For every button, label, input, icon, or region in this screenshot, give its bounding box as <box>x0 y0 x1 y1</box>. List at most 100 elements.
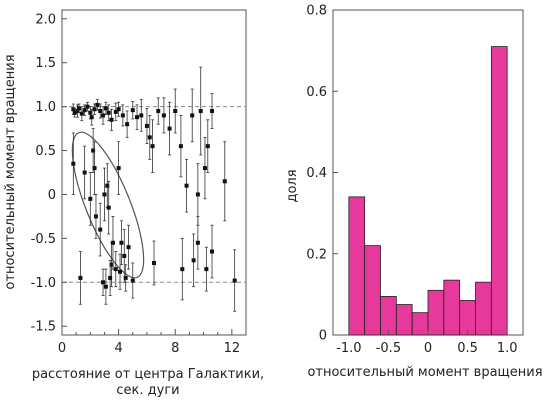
point-marker <box>123 275 128 280</box>
histogram-bar <box>427 289 445 336</box>
y-tick-label: 0.6 <box>306 85 327 100</box>
y-tick-label: 1.5 <box>35 56 56 71</box>
point-marker <box>204 267 209 272</box>
y-tick-label: -1.5 <box>31 320 56 335</box>
point-marker <box>85 104 90 109</box>
histogram-x-ticks: -1.0 -0.5 0 0.5 1.0 <box>336 330 518 356</box>
data-point <box>204 246 209 292</box>
point-marker <box>105 183 110 188</box>
point-marker <box>152 260 156 265</box>
data-point <box>113 102 118 122</box>
data-point <box>118 253 123 290</box>
x-tick-label: 0.5 <box>457 341 478 356</box>
data-point <box>98 103 103 119</box>
y-tick-label: 0 <box>48 188 56 203</box>
point-marker <box>92 107 97 112</box>
point-marker <box>139 113 144 118</box>
histogram-y-ticks: 0 0.2 0.4 0.6 0.8 <box>306 4 338 344</box>
y-tick-label: 2.0 <box>35 12 56 27</box>
data-point <box>156 97 161 125</box>
y-tick-label: 0.8 <box>306 4 327 19</box>
data-point <box>102 167 107 222</box>
histogram-bar <box>490 46 508 336</box>
point-marker <box>82 108 87 113</box>
point-marker <box>130 278 135 283</box>
data-point <box>191 233 196 288</box>
histogram-bars <box>348 46 508 336</box>
y-tick-label: 0.4 <box>306 166 327 181</box>
point-marker <box>72 110 77 115</box>
histogram-bar <box>459 300 476 336</box>
x-tick-label: -0.5 <box>376 341 401 356</box>
point-marker <box>93 214 98 219</box>
scatter-x-ticks: 0 4 8 12 <box>58 329 240 356</box>
point-marker <box>130 108 135 113</box>
data-point <box>71 132 76 195</box>
point-marker <box>79 111 84 116</box>
data-point <box>125 110 130 138</box>
point-marker <box>113 109 118 114</box>
data-point <box>150 119 155 173</box>
data-point <box>106 180 111 235</box>
scatter-panel: -1.5 -1.0 -0.5 0 0.5 1.0 1.5 2.0 0 4 8 12 расстоян… <box>3 9 264 398</box>
scatter-y-label: относительный момент вращения <box>3 54 18 289</box>
point-marker <box>195 192 200 197</box>
y-tick-label: 0 <box>319 329 327 344</box>
point-marker <box>116 166 121 171</box>
point-marker <box>106 110 111 115</box>
point-marker <box>98 227 103 232</box>
histogram-bar <box>475 281 492 336</box>
point-marker <box>91 148 96 153</box>
x-tick-label: 1.0 <box>497 341 518 356</box>
data-point <box>180 237 185 301</box>
data-point <box>130 100 135 120</box>
histogram-y-label: доля <box>285 169 300 202</box>
data-point <box>120 104 125 127</box>
point-marker <box>116 107 121 112</box>
data-point <box>122 229 127 283</box>
data-point <box>139 99 144 132</box>
data-point <box>195 216 200 270</box>
data-point <box>78 251 83 305</box>
histogram-bar <box>395 304 413 336</box>
histogram-bar <box>348 196 366 336</box>
x-tick-label: 0 <box>58 341 66 356</box>
data-point <box>72 107 77 118</box>
data-point <box>202 136 207 200</box>
point-marker <box>71 107 76 112</box>
point-marker <box>88 196 93 201</box>
point-marker <box>178 144 183 149</box>
point-marker <box>156 109 161 114</box>
data-point <box>222 141 227 222</box>
point-marker <box>173 109 178 114</box>
point-marker <box>101 280 106 285</box>
x-tick-label: -1.0 <box>336 341 361 356</box>
data-point <box>184 158 189 213</box>
scatter-x-label-line2: сек. дуги <box>116 383 179 398</box>
point-marker <box>210 249 215 254</box>
data-point <box>101 106 106 125</box>
point-marker <box>232 278 237 283</box>
data-point <box>205 119 210 173</box>
scatter-y-ticks: -1.5 -1.0 -0.5 0 0.5 1.0 1.5 2.0 <box>31 12 67 335</box>
point-marker <box>92 166 97 171</box>
data-point <box>98 202 103 257</box>
point-marker <box>113 267 118 272</box>
point-marker <box>120 113 125 118</box>
point-marker <box>109 117 114 122</box>
data-point <box>119 220 124 266</box>
data-point <box>152 240 156 286</box>
point-marker <box>102 192 107 197</box>
point-marker <box>180 267 185 272</box>
data-point <box>232 249 237 312</box>
point-marker <box>109 262 114 267</box>
point-marker <box>103 284 108 289</box>
y-tick-label: -1.0 <box>31 276 56 291</box>
point-marker <box>110 240 115 245</box>
data-point <box>195 163 200 226</box>
point-marker <box>150 144 155 149</box>
data-point <box>130 262 135 299</box>
y-tick-label: 0.5 <box>35 144 56 159</box>
data-point <box>161 97 166 134</box>
